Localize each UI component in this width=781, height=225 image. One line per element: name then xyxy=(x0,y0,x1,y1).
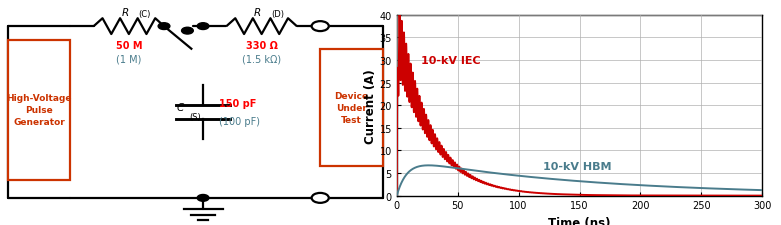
Text: 10-kV HBM: 10-kV HBM xyxy=(543,162,612,171)
Text: (D): (D) xyxy=(272,10,284,19)
X-axis label: Time (ns): Time (ns) xyxy=(548,216,611,225)
Text: C: C xyxy=(177,103,184,113)
Text: (C): (C) xyxy=(139,10,151,19)
Text: (100 pF): (100 pF) xyxy=(219,117,259,126)
Text: Device
Under
Test: Device Under Test xyxy=(334,92,369,124)
Text: R: R xyxy=(121,8,129,18)
Text: 150 pF: 150 pF xyxy=(219,99,256,108)
Text: R: R xyxy=(254,8,262,18)
Text: 50 M: 50 M xyxy=(116,40,142,50)
Text: (S): (S) xyxy=(189,112,201,122)
Circle shape xyxy=(197,24,209,30)
Circle shape xyxy=(181,28,194,35)
Text: (1.5 kΩ): (1.5 kΩ) xyxy=(242,54,281,64)
Circle shape xyxy=(312,193,329,203)
Bar xyxy=(8,40,70,180)
Y-axis label: Current (A): Current (A) xyxy=(364,69,376,143)
Text: 10-kV IEC: 10-kV IEC xyxy=(421,56,481,66)
Circle shape xyxy=(197,195,209,201)
Text: (1 M): (1 M) xyxy=(116,54,141,64)
Text: High-Voltage
Pulse
Generator: High-Voltage Pulse Generator xyxy=(6,94,72,126)
Circle shape xyxy=(159,24,170,30)
Text: 330 Ω: 330 Ω xyxy=(246,40,277,50)
Bar xyxy=(320,50,383,166)
Circle shape xyxy=(312,22,329,32)
